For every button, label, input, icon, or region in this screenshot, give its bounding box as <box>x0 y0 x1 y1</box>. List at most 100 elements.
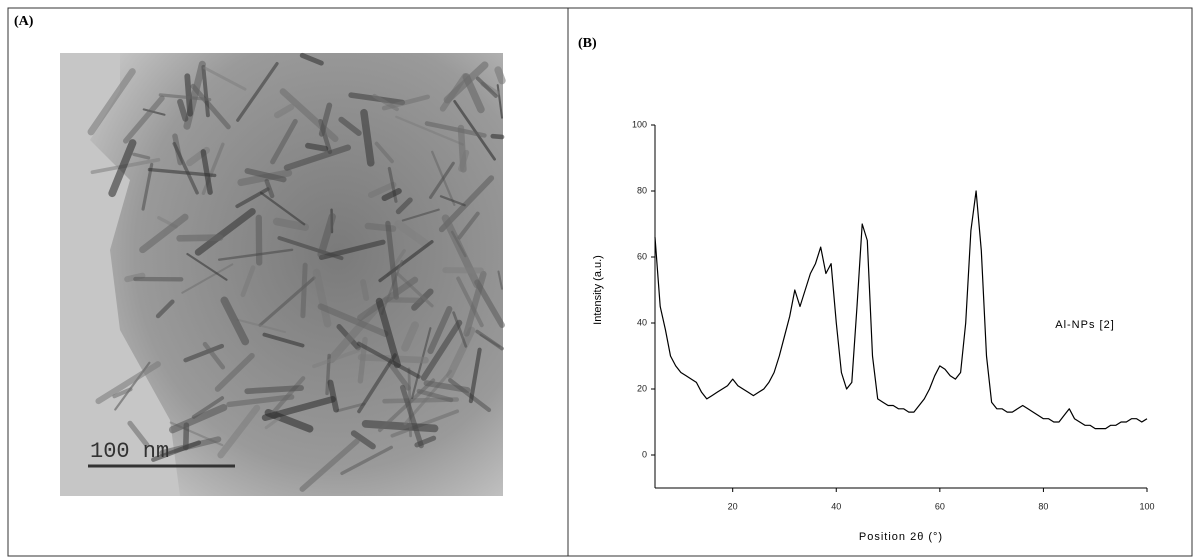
tem-texture <box>181 263 234 294</box>
tem-texture <box>132 152 151 160</box>
tem-texture <box>274 103 295 119</box>
tem-texture <box>439 195 466 207</box>
tem-texture <box>264 178 275 199</box>
tem-texture <box>420 319 463 381</box>
tem-texture <box>468 347 482 404</box>
tem-texture <box>336 402 366 413</box>
panel-label: (A) <box>14 14 34 29</box>
tem-texture <box>494 66 506 85</box>
tem-texture <box>416 388 454 403</box>
y-tick-label: 20 <box>637 383 647 393</box>
tem-texture <box>158 93 212 102</box>
tem-texture <box>374 141 394 164</box>
tem-texture <box>456 276 484 328</box>
y-tick-label: 100 <box>632 119 647 129</box>
y-tick-label: 40 <box>637 317 647 327</box>
tem-texture <box>186 252 228 281</box>
tem-texture <box>151 440 202 462</box>
tem-texture <box>261 395 336 421</box>
tem-texture <box>318 102 333 137</box>
tem-texture <box>142 108 166 116</box>
tem-texture <box>218 248 294 261</box>
tem-texture <box>497 270 504 290</box>
tem-texture <box>147 167 217 178</box>
tem-texture <box>236 61 279 122</box>
tem-texture <box>217 404 261 459</box>
tem-texture <box>450 230 467 258</box>
tem-texture <box>394 220 430 248</box>
table-border <box>7 7 1193 557</box>
x-tick-label: 80 <box>1038 501 1048 511</box>
tem-texture <box>272 217 310 232</box>
tem-texture <box>270 376 306 415</box>
tem-texture <box>190 83 231 130</box>
annotation: Al-NPs [2] <box>1055 319 1115 331</box>
tem-texture <box>338 116 362 136</box>
tem-texture <box>220 296 250 346</box>
x-tick-label: 60 <box>935 501 945 511</box>
tem-texture <box>475 76 498 98</box>
tem-texture <box>244 385 304 395</box>
tem-texture <box>240 265 256 298</box>
tem-texture <box>423 380 471 393</box>
tem-texture <box>401 321 419 352</box>
y-axis-label: Intensity (a.u.) <box>592 255 604 325</box>
data-line <box>654 190 1148 430</box>
tem-texture <box>226 394 295 408</box>
tem-texture <box>176 234 224 242</box>
tem-texture <box>390 409 460 438</box>
tem-texture <box>182 422 190 451</box>
tem-texture <box>357 353 397 414</box>
tem-texture <box>172 141 199 195</box>
tem-image <box>60 52 506 496</box>
tem-texture <box>490 133 505 140</box>
tem-texture <box>183 343 225 363</box>
tem-texture <box>259 191 306 226</box>
tem-texture <box>283 144 351 171</box>
tem-texture <box>452 311 468 348</box>
tem-texture <box>112 387 133 399</box>
tem-texture <box>184 73 194 117</box>
tem-texture <box>277 236 344 261</box>
tem-texture <box>202 341 226 370</box>
tem-texture <box>424 121 487 138</box>
tem-texture <box>360 108 375 167</box>
tem-texture <box>300 262 308 319</box>
plot: 0 20 40 60 80 100 20 40 60 80 100 Position 2θ (°) In… <box>592 119 1155 543</box>
tem-texture <box>378 240 434 283</box>
tem-texture <box>155 299 175 319</box>
tem-texture <box>168 404 228 434</box>
tem-texture <box>139 213 189 254</box>
tem-texture <box>122 95 165 144</box>
tem-texture <box>87 68 136 136</box>
tem-texture <box>350 430 376 450</box>
tem-texture <box>375 297 401 369</box>
tem-texture <box>262 332 305 348</box>
tem-texture <box>340 445 393 476</box>
tem-texture <box>474 279 505 328</box>
tem-texture <box>367 181 397 198</box>
tem-texture <box>357 276 419 321</box>
tem-texture <box>299 438 360 492</box>
tem-texture <box>127 420 150 448</box>
x-tick-label: 20 <box>728 501 738 511</box>
tem-texture <box>305 142 329 152</box>
tem-texture <box>177 98 189 122</box>
tem-texture <box>385 220 399 300</box>
tem-texture <box>475 329 504 351</box>
y-tick-label: 0 <box>642 449 647 459</box>
tem-texture <box>414 435 437 448</box>
tem-texture <box>214 352 255 392</box>
y-tick-label: 80 <box>637 185 647 195</box>
tem-texture <box>299 52 324 66</box>
x-tick-label: 100 <box>1139 501 1154 511</box>
tem-texture <box>327 304 381 364</box>
tem-texture <box>361 419 439 433</box>
tem-texture <box>411 288 434 311</box>
tem-texture <box>428 161 455 199</box>
tem-texture <box>427 305 453 355</box>
tem-texture <box>317 303 389 338</box>
tem-texture <box>235 187 270 209</box>
tem-texture <box>270 118 298 165</box>
